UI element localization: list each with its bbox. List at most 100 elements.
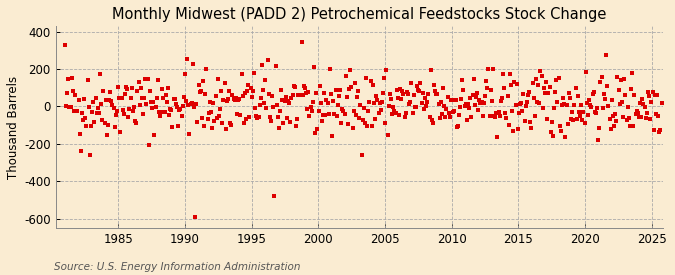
Point xyxy=(350,113,361,117)
Point xyxy=(381,67,392,72)
Point xyxy=(113,85,124,89)
Point xyxy=(412,84,423,88)
Point xyxy=(217,121,227,125)
Point xyxy=(227,93,238,98)
Point xyxy=(425,68,436,73)
Point xyxy=(487,67,498,71)
Point xyxy=(653,114,664,118)
Point xyxy=(627,71,638,75)
Point xyxy=(332,103,343,108)
Point xyxy=(388,105,399,109)
Point xyxy=(94,111,105,116)
Point xyxy=(138,112,148,116)
Point xyxy=(86,110,97,114)
Point xyxy=(427,117,437,122)
Point xyxy=(76,149,86,154)
Point xyxy=(424,114,435,119)
Point xyxy=(599,92,610,97)
Point xyxy=(481,78,491,83)
Point xyxy=(283,99,294,103)
Point xyxy=(594,126,605,130)
Point xyxy=(111,113,122,117)
Point xyxy=(592,106,603,110)
Point xyxy=(378,91,389,95)
Point xyxy=(570,86,581,91)
Point xyxy=(294,93,304,98)
Point xyxy=(263,92,274,96)
Point xyxy=(531,77,541,81)
Point xyxy=(559,102,570,106)
Point xyxy=(353,89,364,94)
Point xyxy=(632,111,643,115)
Point xyxy=(129,104,140,109)
Point xyxy=(534,100,545,105)
Point xyxy=(343,122,354,126)
Point xyxy=(558,95,568,100)
Point xyxy=(636,115,647,119)
Point xyxy=(226,122,237,127)
Point xyxy=(318,113,329,117)
Point xyxy=(300,86,310,91)
Point xyxy=(346,85,357,89)
Point xyxy=(288,84,299,89)
Point xyxy=(311,90,322,95)
Point xyxy=(402,90,412,94)
Point xyxy=(92,106,103,111)
Point xyxy=(529,113,540,118)
Point xyxy=(568,118,578,123)
Point xyxy=(308,65,319,69)
Point xyxy=(395,87,406,92)
Point xyxy=(572,94,583,98)
Point xyxy=(464,106,475,111)
Point xyxy=(331,114,342,119)
Point xyxy=(377,100,387,104)
Point xyxy=(180,72,190,76)
Point xyxy=(83,105,94,109)
Point xyxy=(599,97,610,101)
Point xyxy=(205,100,215,104)
Point xyxy=(73,98,84,102)
Point xyxy=(201,67,212,71)
Point xyxy=(609,124,620,128)
Point xyxy=(215,106,225,111)
Point xyxy=(348,109,359,114)
Point xyxy=(320,113,331,117)
Point xyxy=(356,153,367,157)
Point xyxy=(651,92,662,97)
Point xyxy=(581,101,592,105)
Point xyxy=(312,127,323,131)
Point xyxy=(254,103,265,107)
Point xyxy=(385,92,396,97)
Point xyxy=(167,125,178,129)
Point xyxy=(492,135,503,140)
Point xyxy=(602,84,613,88)
Point xyxy=(124,106,135,111)
Point xyxy=(270,64,281,68)
Point xyxy=(647,89,658,94)
Point xyxy=(193,83,204,88)
Point xyxy=(149,133,160,138)
Point xyxy=(88,100,99,104)
Point xyxy=(360,75,371,80)
Point xyxy=(616,100,627,104)
Point xyxy=(467,93,478,98)
Point xyxy=(325,91,336,96)
Point xyxy=(441,106,452,111)
Point xyxy=(350,81,360,86)
Point xyxy=(188,104,199,109)
Point xyxy=(150,105,161,109)
Point xyxy=(427,121,438,125)
Point xyxy=(405,100,416,104)
Point xyxy=(313,109,324,113)
Point xyxy=(233,98,244,102)
Point xyxy=(221,98,232,103)
Point xyxy=(413,88,424,93)
Point xyxy=(409,105,420,109)
Point xyxy=(363,108,374,113)
Point xyxy=(646,100,657,104)
Point xyxy=(209,118,220,123)
Point xyxy=(144,88,155,93)
Point xyxy=(370,117,381,122)
Point xyxy=(232,112,242,117)
Point xyxy=(156,109,167,114)
